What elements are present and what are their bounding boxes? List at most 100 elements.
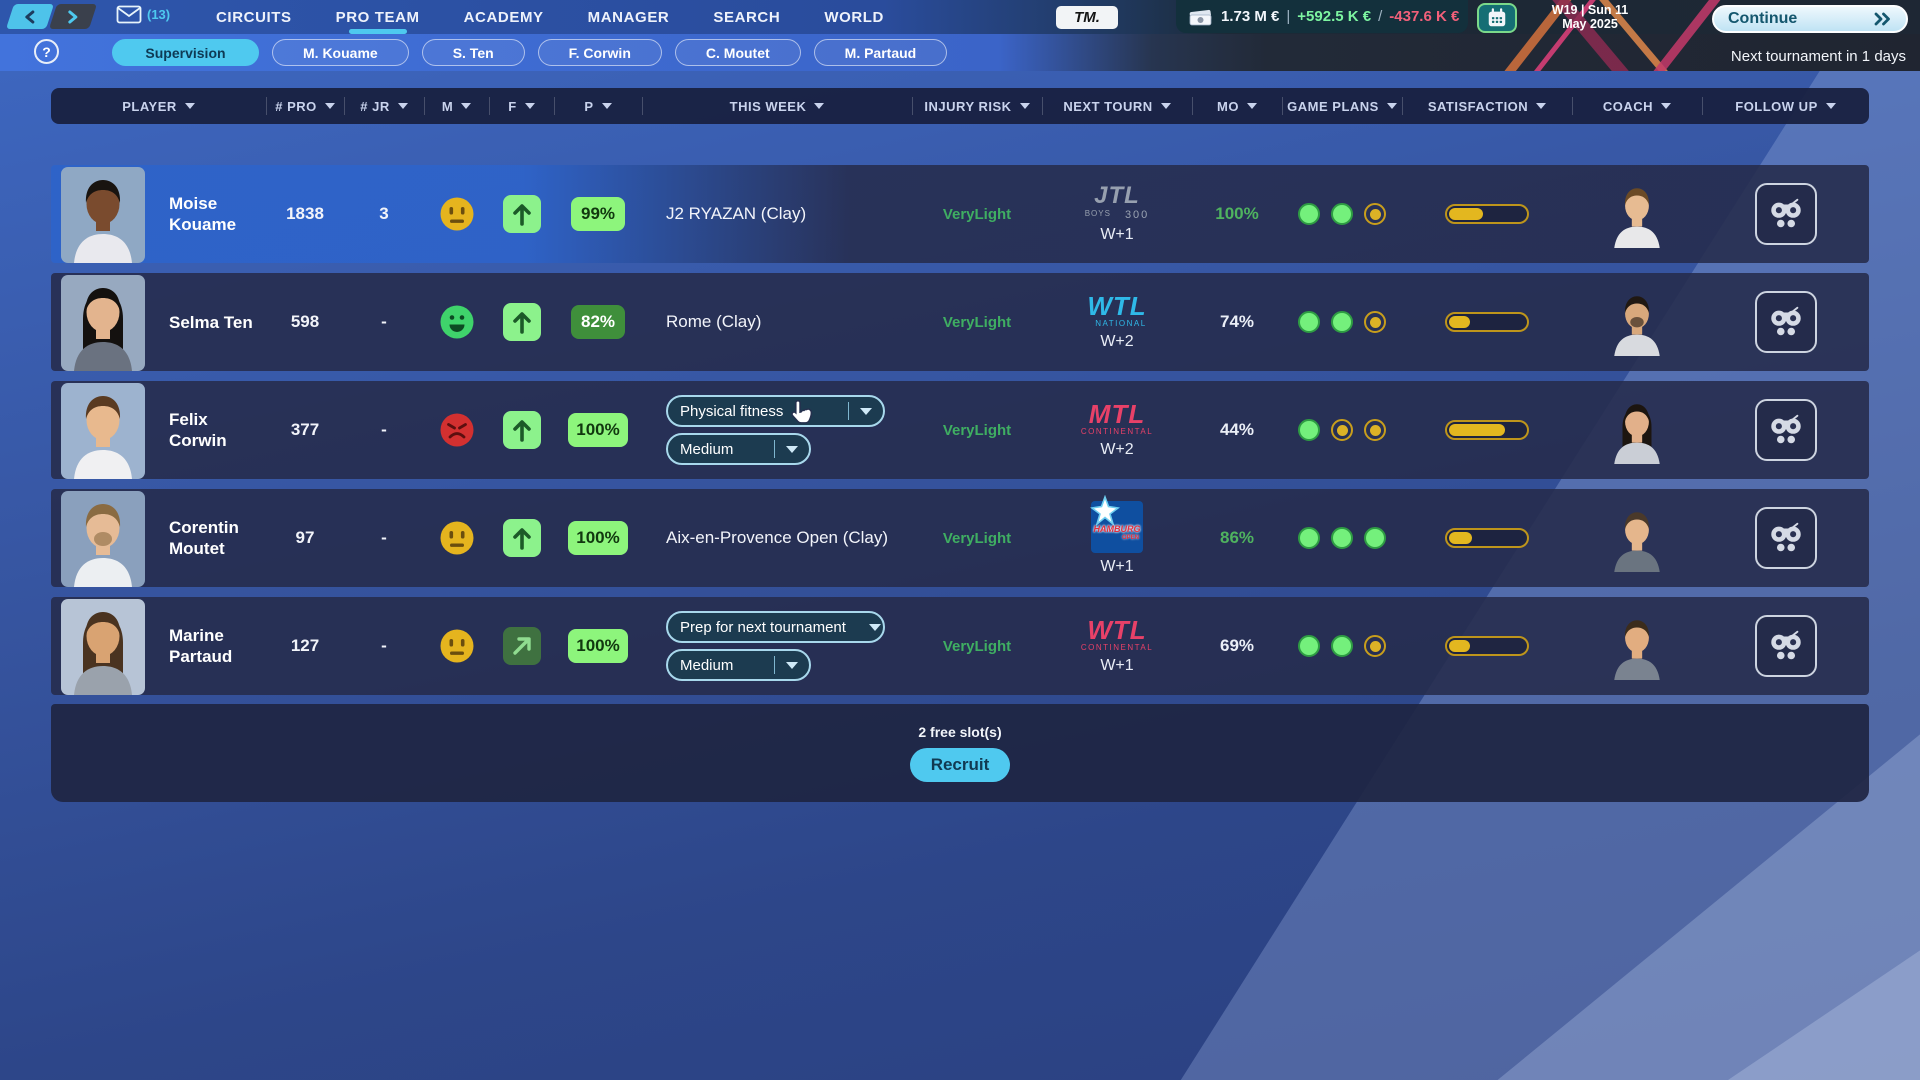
column-header-morale[interactable]: M xyxy=(424,88,489,124)
column-header-follow-up[interactable]: FOLLOW UP xyxy=(1702,88,1869,124)
chevron-left-icon xyxy=(25,10,35,23)
tab-c-moutet[interactable]: C. Moutet xyxy=(674,39,801,66)
player-row-moise-kouame[interactable]: Moise Kouame 1838 3 99% J2 RYAZAN (Clay) … xyxy=(51,165,1869,263)
follow-up-button[interactable] xyxy=(1754,183,1817,245)
finance-bar[interactable]: 1.73 M € | +592.5 K € / -437.6 K € xyxy=(1188,0,1459,33)
nav-manager[interactable]: MANAGER xyxy=(587,8,670,26)
nav-search[interactable]: SEARCH xyxy=(713,8,781,26)
calendar-button[interactable] xyxy=(1477,3,1517,33)
back-button[interactable] xyxy=(5,4,55,29)
player-row-felix-corwin[interactable]: Felix Corwin 377 - 100% Physical fitness xyxy=(51,381,1869,479)
this-week-label: J2 RYAZAN (Clay) xyxy=(666,204,807,223)
date-week-line: W19 | Sun 11 xyxy=(1551,3,1629,17)
coach-avatar[interactable] xyxy=(1608,288,1666,357)
table-body: Moise Kouame 1838 3 99% J2 RYAZAN (Clay) … xyxy=(51,165,1869,695)
game-plan-dot xyxy=(1298,203,1320,225)
nav-world[interactable]: WORLD xyxy=(824,8,884,26)
nav-pro-team[interactable]: PRO TEAM xyxy=(336,0,420,34)
training-focus-dropdown[interactable]: Prep for next tournament xyxy=(666,611,885,643)
date-month-line: May 2025 xyxy=(1562,17,1618,31)
column-header-jr[interactable]: # JR xyxy=(344,88,424,124)
column-header-player[interactable]: PLAYER xyxy=(51,88,266,124)
pro-ranking: 1838 xyxy=(286,204,324,223)
recruit-button[interactable]: Recruit xyxy=(910,748,1010,782)
next-tournament-cell: HAMBURG OPEN W+1 xyxy=(1042,489,1192,587)
binoculars-icon xyxy=(1770,630,1801,660)
injury-risk-value: VeryLight xyxy=(942,205,1012,223)
follow-up-button[interactable] xyxy=(1754,615,1817,677)
tournament-when: W+1 xyxy=(1100,657,1134,674)
column-header-pro[interactable]: # PRO xyxy=(266,88,344,124)
junior-ranking: 3 xyxy=(379,204,389,223)
injury-risk-value: VeryLight xyxy=(942,313,1012,331)
nav-academy[interactable]: ACADEMY xyxy=(463,8,544,26)
player-row-corentin-moutet[interactable]: Corentin Moutet 97 - 100% Aix-en-Provence… xyxy=(51,489,1869,587)
player-row-marine-partaud[interactable]: Marine Partaud 127 - 100% Prep for next t… xyxy=(51,597,1869,695)
coach-avatar[interactable] xyxy=(1608,396,1666,465)
follow-up-button[interactable] xyxy=(1754,399,1817,461)
game-plans xyxy=(1282,381,1402,479)
tab-f-corwin[interactable]: F. Corwin xyxy=(537,39,662,66)
column-header-mo[interactable]: MO xyxy=(1192,88,1282,124)
tab-s-ten[interactable]: S. Ten xyxy=(421,39,525,66)
chevron-down-icon xyxy=(775,661,809,669)
player-tabs: Supervision M. Kouame S. Ten F. Corwin C… xyxy=(112,39,948,66)
column-header-injury-risk[interactable]: INJURY RISK xyxy=(912,88,1042,124)
sort-caret-icon xyxy=(524,103,535,109)
training-intensity-dropdown[interactable]: Medium xyxy=(666,433,811,465)
pro-ranking: 377 xyxy=(290,420,320,439)
tab-m-kouame[interactable]: M. Kouame xyxy=(272,39,409,66)
follow-up-button[interactable] xyxy=(1754,507,1817,569)
mo-value: 44% xyxy=(1219,420,1255,439)
mail-icon xyxy=(116,5,142,24)
continue-button[interactable]: Continue xyxy=(1712,5,1908,33)
expense-value: -437.6 K € xyxy=(1389,8,1460,25)
tm-logo: TM. xyxy=(1056,6,1118,29)
training-intensity-dropdown[interactable]: Medium xyxy=(666,649,811,681)
training-focus-dropdown[interactable]: Physical fitness xyxy=(666,395,885,427)
binoculars-icon xyxy=(1770,306,1801,336)
fitness-badge: 99% xyxy=(571,197,625,231)
tournament-logo-hamburg-open: HAMBURG OPEN xyxy=(1090,494,1143,553)
chevron-down-icon xyxy=(849,407,883,415)
tournament-when: W+2 xyxy=(1100,333,1134,350)
next-tournament-cell: MTL CONTINENTAL W+2 xyxy=(1042,381,1192,479)
follow-up-button[interactable] xyxy=(1754,291,1817,353)
sort-caret-icon xyxy=(814,103,825,109)
recruit-panel: 2 free slot(s) Recruit xyxy=(51,704,1869,802)
column-header-coach[interactable]: COACH xyxy=(1572,88,1702,124)
coach-avatar[interactable] xyxy=(1608,504,1666,573)
tournament-when: W+1 xyxy=(1100,557,1134,575)
help-button[interactable]: ? xyxy=(34,39,59,64)
game-plans xyxy=(1282,597,1402,695)
mo-value: 86% xyxy=(1219,528,1255,547)
tab-supervision[interactable]: Supervision xyxy=(112,39,259,66)
column-header-form[interactable]: F xyxy=(489,88,554,124)
pro-ranking: 598 xyxy=(290,312,320,331)
fitness-badge: 100% xyxy=(568,413,628,447)
coach-avatar[interactable] xyxy=(1608,180,1666,249)
column-header-satisfaction[interactable]: SATISFACTION xyxy=(1402,88,1572,124)
next-tournament-label: Next tournament in 1 days xyxy=(1730,48,1906,65)
nav-circuits[interactable]: CIRCUITS xyxy=(216,8,292,26)
column-header-physical[interactable]: P xyxy=(554,88,642,124)
coach-avatar[interactable] xyxy=(1608,612,1666,681)
calendar-icon xyxy=(1488,8,1506,27)
form-icon xyxy=(502,303,541,341)
game-plan-dot xyxy=(1298,527,1320,549)
tab-m-partaud[interactable]: M. Partaud xyxy=(813,39,948,66)
player-row-selma-ten[interactable]: Selma Ten 598 - 82% Rome (Clay) VeryLigh… xyxy=(51,273,1869,371)
income-value: +592.5 K € xyxy=(1297,8,1372,25)
injury-risk-value: VeryLight xyxy=(942,637,1012,655)
mailbox-button[interactable]: (13) xyxy=(116,5,170,24)
sub-tab-row: ? Supervision M. Kouame S. Ten F. Corwin… xyxy=(0,34,1920,71)
game-plan-dot xyxy=(1364,635,1386,657)
satisfaction-bar xyxy=(1445,636,1529,656)
forward-button[interactable] xyxy=(48,4,98,29)
tournament-logo-wtl-continental: WTL CONTINENTAL xyxy=(1080,615,1154,652)
junior-ranking: - xyxy=(381,636,387,655)
column-header-this-week[interactable]: THIS WEEK xyxy=(642,88,912,124)
column-header-next-tourn[interactable]: NEXT TOURN xyxy=(1042,88,1192,124)
next-tournament-cell: WTL NATIONAL W+2 xyxy=(1042,273,1192,371)
column-header-game-plans[interactable]: GAME PLANS xyxy=(1282,88,1402,124)
